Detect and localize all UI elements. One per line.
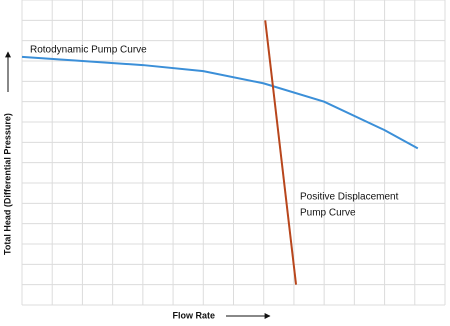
series-line	[21, 55, 419, 150]
grid	[21, 0, 446, 306]
y-axis-label: Total Head (Differential Pressure)	[2, 113, 12, 255]
series-line	[264, 20, 298, 285]
annotation: Rotodynamic Pump Curve	[30, 45, 147, 56]
plot	[21, 20, 419, 285]
annotation: Positive Displacement	[300, 192, 399, 203]
annotation: Pump Curve	[300, 208, 356, 219]
x-axis-label: Flow Rate	[172, 310, 215, 320]
